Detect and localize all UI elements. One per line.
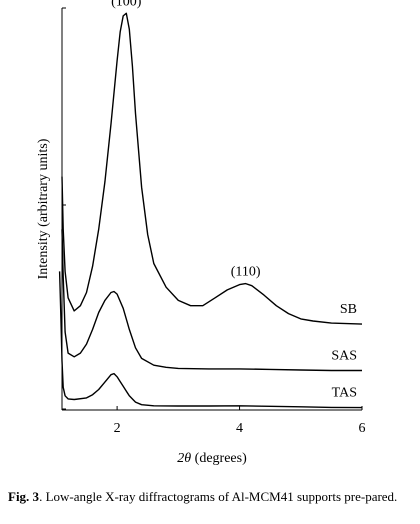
caption-label: Fig. 3	[8, 489, 40, 504]
peak-label-1: (110)	[231, 265, 261, 280]
peak-label-0: (100)	[111, 0, 142, 9]
diffractogram-chart: 2 4 6 2θ (degrees) Intensity (arbitrary unit…	[36, 0, 366, 466]
axes	[61, 7, 363, 411]
x-axis-label: 2θ (degrees)	[177, 451, 247, 466]
series-line-tas	[58, 271, 363, 409]
series-label-sas: SAS	[331, 348, 357, 363]
series-label-sb: SB	[340, 302, 357, 317]
x-axis-unit: (degrees)	[195, 451, 247, 466]
figure-caption: Fig. 3. Low-angle X-ray diffractograms o…	[8, 490, 413, 504]
caption-text: . Low-angle X-ray diffractograms of Al-M…	[39, 489, 398, 504]
x-tick-label-4: 4	[236, 421, 243, 436]
series-label-tas: TAS	[332, 386, 357, 401]
series-line-sas	[61, 229, 362, 372]
x-tick-label-6: 6	[359, 421, 366, 436]
labels: 2 4 6 2θ (degrees) Intensity (arbitrary unit…	[36, 0, 366, 466]
x-axis-symbol: 2θ	[177, 451, 194, 466]
x-tick-label-2: 2	[114, 421, 121, 436]
series-group	[58, 12, 363, 409]
y-axis-label: Intensity (arbitrary units)	[36, 138, 51, 279]
series-line-sb	[61, 12, 363, 325]
